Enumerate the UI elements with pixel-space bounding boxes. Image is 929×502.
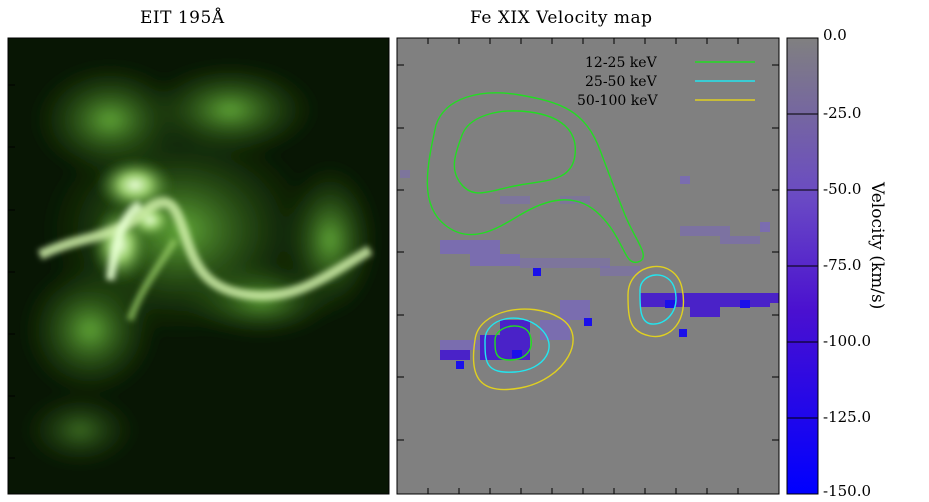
- colorbar-axis-label: Velocity (km/s): [867, 182, 887, 332]
- colorbar-tick-label: -150.0: [823, 482, 871, 500]
- colorbar-tick-label: -50.0: [823, 180, 861, 198]
- colorbar-tick-label: 0.0: [823, 26, 847, 44]
- velocity-map: 12-25 keV 25-50 keV 50-100 keV: [397, 38, 779, 494]
- legend-label-50-100: 50-100 keV: [577, 93, 658, 109]
- colorbar: [787, 38, 818, 494]
- colorbar-tick-label: -75.0: [823, 256, 861, 274]
- colorbar-tick-label: -125.0: [823, 408, 871, 426]
- colorbar-tick-label: -25.0: [823, 104, 861, 122]
- eit-image: [8, 38, 389, 494]
- legend-label-12-25: 12-25 keV: [585, 55, 658, 71]
- legend-label-25-50: 25-50 keV: [585, 74, 658, 90]
- colorbar-tick-label: -100.0: [823, 332, 871, 350]
